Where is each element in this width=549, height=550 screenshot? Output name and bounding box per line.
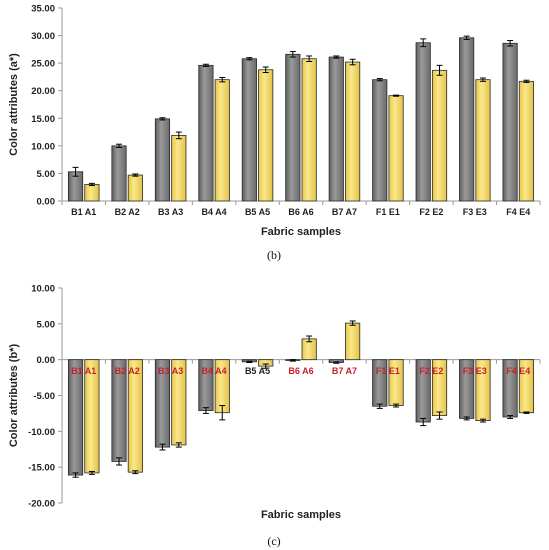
panel-c-caption: (c) [267, 534, 280, 548]
panel-b-caption: (b) [267, 248, 281, 262]
panel-b-category-label: F3 E3 [463, 207, 487, 217]
panel-b-bar-yellow [345, 61, 361, 202]
panel-c-bar-yellow [84, 359, 100, 474]
panel-b-bar-grey [285, 53, 301, 202]
panel-c-y-tick-label: 0.00 [37, 355, 56, 366]
panel-c-y-tick-label: -20.00 [28, 499, 55, 510]
panel-b-bar-yellow [301, 58, 317, 202]
panel-b-y-tick-label: 20.00 [31, 86, 55, 97]
panel-b-category-label: B2 A2 [115, 207, 140, 217]
panel-b-category-label: F4 E4 [506, 207, 530, 217]
panel-c-category-label: B5 A5 [245, 366, 270, 376]
panel-c-category-label: B3 A3 [158, 366, 183, 376]
panel-c-category-label: B1 A1 [71, 366, 96, 376]
panel-c-y-axis-title: Color attributes (b*) [8, 344, 20, 448]
panel-b: 0.00 5.00 10.00 15.00 20.00 25.00 30.00 35.00 B1… [8, 4, 541, 262]
panel-b-bar-yellow [431, 69, 448, 202]
panel-b-bar-grey [459, 37, 475, 202]
panel-b-bar-yellow [518, 80, 535, 202]
panel-b-bar-yellow [171, 134, 187, 202]
panel-c-category-label: B2 A2 [115, 366, 140, 376]
panel-b-bar-grey [415, 42, 431, 202]
panel-b-bar-grey [241, 58, 257, 202]
panel-b-y-tick-label: 10.00 [31, 141, 55, 152]
panel-b-y-axis-title: Color attributes (a*) [8, 53, 20, 156]
panel-c-category-label: B6 A6 [288, 366, 313, 376]
panel-b-bar-grey [154, 118, 171, 202]
panel-c-y-tick-label: 10.00 [31, 284, 55, 295]
panel-c-x-axis-title: Fabric samples [261, 509, 341, 521]
panel-b-bar-yellow [84, 184, 100, 202]
panel-c-bar-yellow [345, 322, 361, 361]
panel-b-bar-yellow [258, 69, 274, 202]
panel-b-bar-grey [198, 64, 214, 202]
panel-c: -20.00 -15.00 -10.00 -5.00 0.00 5.00 10.00 B1 A… [8, 284, 541, 548]
panel-b-bar-grey [502, 42, 518, 202]
panel-c-category-label: F3 E3 [463, 366, 487, 376]
panel-b-bar-grey [328, 56, 344, 202]
panel-b-bar-grey [111, 145, 127, 202]
panel-b-bar-grey [372, 79, 388, 202]
panel-c-y-tick-label: -15.00 [28, 463, 55, 474]
panel-b-y-tick-label: 25.00 [31, 59, 55, 70]
panel-b-category-label: B3 A3 [158, 207, 183, 217]
panel-c-y-tick-label: 5.00 [37, 319, 56, 330]
panel-c-category-label: F4 E4 [506, 366, 530, 376]
panel-c-category-label: B4 A4 [201, 366, 226, 376]
panel-b-category-label: B5 A5 [245, 207, 270, 217]
panel-b-y-tick-label: 0.00 [37, 197, 56, 208]
panel-c-y-tick-label: -5.00 [33, 391, 55, 402]
panel-c-category-label: B7 A7 [332, 366, 357, 376]
panel-c-category-label: F2 E2 [419, 366, 443, 376]
panel-b-category-label: F2 E2 [419, 207, 443, 217]
panel-b-y-tick-label: 35.00 [31, 4, 55, 15]
panel-b-category-label: B1 A1 [71, 207, 96, 217]
panel-b-bar-yellow [127, 174, 143, 202]
panel-c-bar-yellow [127, 359, 143, 473]
panel-b-y-tick-label: 30.00 [31, 31, 55, 42]
panel-b-x-axis-title: Fabric samples [261, 226, 341, 238]
panel-b-bar-yellow [475, 79, 491, 202]
panel-b-category-label: B7 A7 [332, 207, 357, 217]
panel-b-category-label: B6 A6 [288, 207, 313, 217]
panel-c-y-tick-label: -10.00 [28, 427, 55, 438]
panel-b-category-label: B4 A4 [201, 207, 226, 217]
panel-b-bar-yellow [388, 95, 404, 202]
panel-b-category-label: F1 E1 [376, 207, 400, 217]
panel-b-y-tick-label: 5.00 [37, 169, 56, 180]
panel-b-bar-yellow [214, 79, 230, 202]
panel-c-category-label: F1 E1 [376, 366, 400, 376]
panel-c-bar-grey [67, 359, 84, 476]
panel-b-y-tick-label: 15.00 [31, 114, 55, 125]
